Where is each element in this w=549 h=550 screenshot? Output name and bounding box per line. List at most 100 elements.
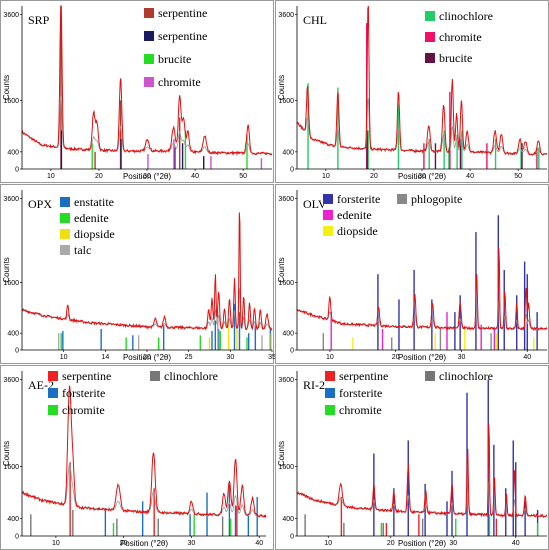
y-axis-title: Counts bbox=[277, 441, 286, 466]
legend-swatch bbox=[325, 405, 335, 415]
panel-frame bbox=[0, 365, 274, 550]
y-tick-label: 3600 bbox=[278, 377, 294, 384]
legend-label: clinochlore bbox=[439, 369, 493, 383]
y-tick-label: 3600 bbox=[278, 12, 294, 19]
legend-swatch bbox=[60, 245, 70, 255]
x-tick-label: 20 bbox=[370, 173, 378, 180]
legend-swatch bbox=[150, 371, 160, 381]
y-tick-label: 400 bbox=[282, 516, 294, 523]
legend-label: serpentine bbox=[339, 369, 388, 383]
legend-label: enstatite bbox=[74, 195, 114, 209]
y-tick-label: 1600 bbox=[3, 280, 19, 287]
x-tick-label: 10 bbox=[52, 540, 60, 547]
x-tick-label: 30 bbox=[188, 540, 196, 547]
x-tick-label: 30 bbox=[226, 354, 234, 361]
x-tick-label: 40 bbox=[466, 173, 474, 180]
legend-label: brucite bbox=[158, 52, 191, 66]
legend-label: edenite bbox=[74, 211, 109, 225]
legend-swatch bbox=[144, 54, 154, 64]
panel-frame bbox=[275, 184, 549, 364]
y-tick-label: 3600 bbox=[3, 196, 19, 203]
x-tick-label: 30 bbox=[458, 354, 466, 361]
legend-swatch bbox=[48, 371, 58, 381]
x-tick-label: 35 bbox=[268, 354, 276, 361]
x-tick-label: 10 bbox=[324, 540, 332, 547]
x-axis-title: Position (°2θ) bbox=[123, 172, 171, 181]
x-tick-label: 10 bbox=[326, 354, 334, 361]
legend-label: edenite bbox=[337, 208, 372, 222]
x-tick-label: 25 bbox=[185, 354, 193, 361]
legend-label: serpentine bbox=[62, 369, 111, 383]
x-tick-label: 40 bbox=[512, 540, 520, 547]
y-tick-label: 400 bbox=[282, 331, 294, 338]
legend: serpentine forsterite chromite clinochlore bbox=[325, 369, 493, 417]
legend: forsterite edenite diopside phlogopite bbox=[323, 192, 462, 238]
legend-label: forsterite bbox=[339, 386, 382, 400]
panel-title: CHL bbox=[303, 13, 327, 27]
x-tick-label: 40 bbox=[191, 173, 199, 180]
x-tick-label: 10 bbox=[47, 173, 55, 180]
legend-swatch bbox=[48, 388, 58, 398]
x-tick-label: 10 bbox=[60, 354, 68, 361]
y-tick-label: 0 bbox=[15, 167, 19, 174]
x-tick-label: 20 bbox=[392, 354, 400, 361]
x-tick-label: 30 bbox=[449, 540, 457, 547]
legend-swatch bbox=[48, 405, 58, 415]
legend-swatch bbox=[323, 194, 333, 204]
panel-title: AE-2 bbox=[28, 378, 54, 392]
legend-swatch bbox=[323, 226, 333, 236]
y-axis-title: Counts bbox=[2, 441, 11, 466]
x-axis-title: Position (°2θ) bbox=[398, 539, 446, 548]
legend-label: phlogopite bbox=[411, 192, 462, 206]
legend-swatch bbox=[60, 213, 70, 223]
y-tick-label: 1600 bbox=[3, 98, 19, 105]
legend-label: chromite bbox=[62, 403, 105, 417]
x-tick-label: 20 bbox=[120, 540, 128, 547]
panel-frame bbox=[275, 0, 549, 183]
x-tick-label: 40 bbox=[523, 354, 531, 361]
legend-swatch bbox=[144, 77, 154, 87]
diffraction-pattern-line bbox=[21, 5, 273, 156]
legend-swatch bbox=[144, 8, 154, 18]
panel-srp: 10 20 30 40 50 0 400 1600 3600 Position (°2θ) Coun… bbox=[0, 0, 286, 183]
y-tick-label: 0 bbox=[290, 167, 294, 174]
x-tick-label: 50 bbox=[514, 173, 522, 180]
legend: clinochlore chromite brucite bbox=[425, 9, 493, 65]
y-tick-label: 0 bbox=[290, 534, 294, 541]
x-axis-title: Position (°2θ) bbox=[120, 539, 168, 548]
x-tick-label: 14 bbox=[101, 354, 109, 361]
legend-swatch bbox=[425, 32, 435, 42]
panel-chl: 10 20 30 40 50 0 400 1600 3600 Position (°2θ) Coun… bbox=[275, 0, 549, 183]
panel-opx: 10 14 20 25 30 35 0 400 1600 3600 Position (°2θ) Co… bbox=[0, 184, 276, 364]
x-tick-label: 30 bbox=[418, 173, 426, 180]
panel-frame bbox=[275, 365, 549, 550]
legend-label: chromite bbox=[339, 403, 382, 417]
legend-swatch bbox=[397, 194, 407, 204]
y-tick-label: 400 bbox=[7, 331, 19, 338]
panel-frame bbox=[0, 0, 274, 183]
legend-swatch bbox=[425, 53, 435, 63]
legend-label: forsterite bbox=[337, 192, 380, 206]
legend-swatch bbox=[325, 371, 335, 381]
panel-title: SRP bbox=[28, 13, 50, 27]
panel-title: OPX bbox=[28, 197, 52, 211]
legend-label: serpentine bbox=[158, 6, 207, 20]
legend-label: diopside bbox=[337, 224, 378, 238]
x-tick-label: 30 bbox=[143, 173, 151, 180]
y-tick-label: 0 bbox=[290, 348, 294, 355]
y-tick-label: 0 bbox=[15, 348, 19, 355]
panel-frame bbox=[0, 184, 274, 364]
y-tick-label: 3600 bbox=[3, 12, 19, 19]
x-tick-label: 20 bbox=[95, 173, 103, 180]
x-tick-label: 50 bbox=[239, 173, 247, 180]
legend-label: chromite bbox=[439, 30, 482, 44]
legend-label: diopside bbox=[74, 227, 115, 241]
y-axis-title: Counts bbox=[2, 257, 11, 282]
x-tick-label: 20 bbox=[387, 540, 395, 547]
y-tick-label: 3600 bbox=[3, 377, 19, 384]
x-axis-title: Position (°2θ) bbox=[398, 172, 446, 181]
panel-title: RI-2 bbox=[303, 378, 325, 392]
legend-swatch bbox=[60, 197, 70, 207]
